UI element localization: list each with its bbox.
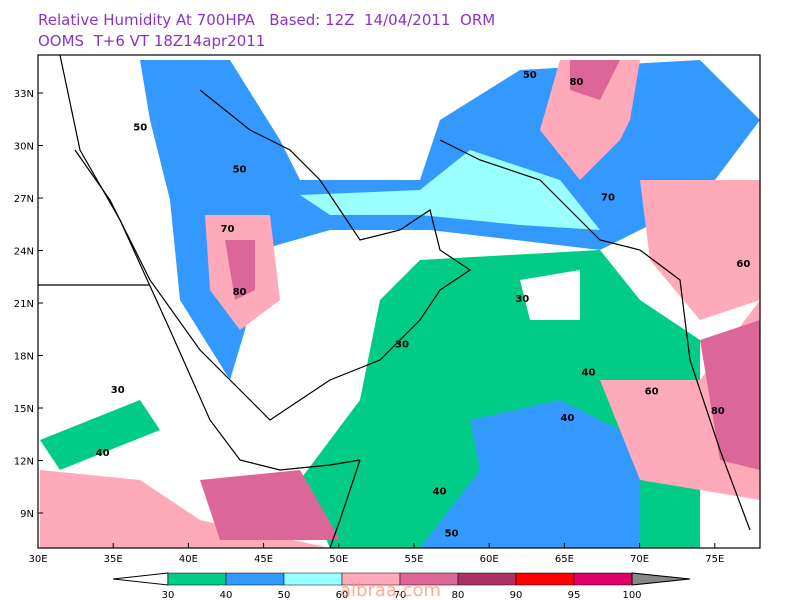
colorbar-segment <box>573 572 633 586</box>
contour-label: 50 <box>445 528 459 539</box>
colorbar: 30 40 50 60 70 80 90 95 100 <box>112 572 691 600</box>
contour-label: 80 <box>569 77 583 88</box>
lat-label: 21N <box>14 299 34 310</box>
contour-label: 40 <box>560 413 574 424</box>
contour-label: 80 <box>711 406 725 417</box>
lon-label: 35E <box>104 554 123 565</box>
colorbar-segment <box>167 572 227 586</box>
contour-label: 50 <box>133 122 147 133</box>
contour-label: 30 <box>515 294 529 305</box>
colorbar-segment <box>515 572 575 586</box>
lat-label: 33N <box>14 89 34 100</box>
lat-label: 24N <box>14 247 34 258</box>
lon-label: 70E <box>630 554 649 565</box>
colorbar-label: 70 <box>394 590 407 600</box>
coastlines <box>37 54 761 549</box>
colorbar-segment <box>457 572 517 586</box>
subtitle-line: OOMS T+6 VT 18Z14apr2011 <box>38 32 265 50</box>
colorbar-label: 90 <box>510 590 523 600</box>
lon-label: 40E <box>179 554 198 565</box>
watermark: albraa.com <box>340 580 441 600</box>
colorbar-segment <box>283 572 343 586</box>
colorbar-label: 95 <box>568 590 581 600</box>
lon-label: 30E <box>28 554 47 565</box>
colorbar-label: 30 <box>162 590 175 600</box>
contour-label: 30 <box>395 339 409 350</box>
contour-label: 30 <box>111 385 125 396</box>
contour-label: 50 <box>233 164 247 175</box>
humidity-fields <box>38 55 760 548</box>
contour-label: 50 <box>523 70 537 81</box>
colorbar-label: 40 <box>220 590 233 600</box>
colorbar-label: 50 <box>278 590 291 600</box>
colorbar-below <box>112 572 169 586</box>
lat-label: 30N <box>14 142 34 153</box>
lon-label: 65E <box>555 554 574 565</box>
contour-label: 60 <box>736 259 750 270</box>
lat-label: 9N <box>20 509 34 520</box>
lat-label: 18N <box>14 352 34 363</box>
colorbar-segment <box>225 572 285 586</box>
lat-label: 15N <box>14 404 34 415</box>
contour-label: 40 <box>433 486 447 497</box>
lon-label: 60E <box>480 554 499 565</box>
lon-label: 50E <box>329 554 348 565</box>
contour-label: 40 <box>96 448 110 459</box>
contour-label: 70 <box>601 192 615 203</box>
contour-label: 60 <box>645 387 659 398</box>
title-line: Relative Humidity At 700HPA Based: 12Z 1… <box>38 11 495 29</box>
colorbar-above <box>631 572 691 586</box>
contour-label: 70 <box>221 224 235 235</box>
lat-label: 27N <box>14 194 34 205</box>
colorbar-label: 100 <box>622 590 641 600</box>
lon-label: 55E <box>404 554 423 565</box>
colorbar-label: 80 <box>452 590 465 600</box>
lon-label: 75E <box>705 554 724 565</box>
colorbar-label: 60 <box>336 590 349 600</box>
lon-label: 45E <box>254 554 273 565</box>
lat-label: 12N <box>14 457 34 468</box>
contour-label: 40 <box>582 367 596 378</box>
contour-label: 80 <box>233 287 247 298</box>
